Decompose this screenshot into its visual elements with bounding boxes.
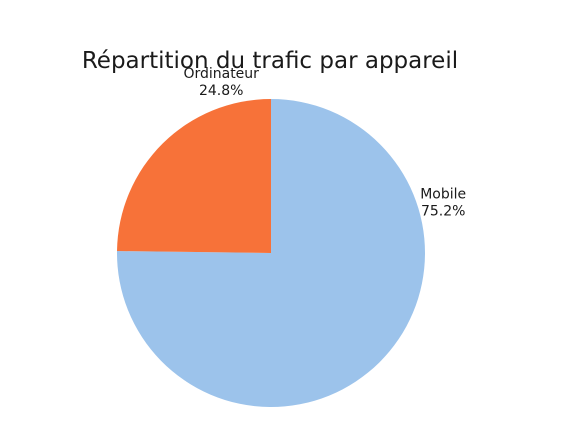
pie-label-ordinateur: Ordinateur [183,66,259,82]
pie-value-mobile: 75.2% [421,204,465,220]
pie-value-ordinateur: 24.8% [199,83,243,99]
pie-slice-ordinateur [117,99,271,253]
chart-title: Répartition du trafic par appareil [82,48,458,74]
pie-slices [116,99,425,407]
pie-label-mobile: Mobile [420,187,466,203]
pie-slice-mobile [116,99,425,407]
